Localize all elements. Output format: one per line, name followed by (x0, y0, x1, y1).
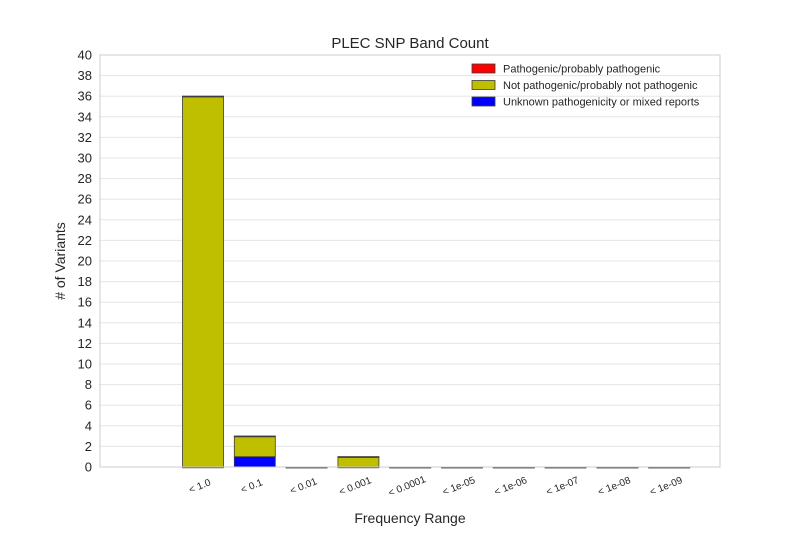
y-tick-label: 24 (78, 212, 92, 227)
y-tick-label: 38 (78, 68, 92, 83)
y-tick-label: 32 (78, 130, 92, 145)
bar-segment (233, 456, 276, 468)
legend-swatch (471, 63, 496, 74)
bar-segment (182, 95, 224, 468)
x-tick-label: < 1.0 (188, 477, 213, 496)
y-tick-label: 12 (78, 336, 92, 351)
x-tick-label: < 1e-09 (648, 475, 684, 498)
y-tick-label: 40 (78, 48, 92, 63)
y-tick-label: 16 (78, 295, 92, 310)
bar-segment (182, 95, 224, 98)
y-tick-label: 28 (78, 171, 92, 186)
y-tick-label: 26 (78, 192, 92, 207)
legend-swatch (471, 80, 496, 90)
y-tick-label: 22 (78, 233, 92, 248)
x-tick-label: < 0.1 (239, 477, 264, 496)
x-tick-label: < 1e-07 (545, 475, 581, 498)
legend-label: Pathogenic/probably pathogenic (503, 64, 661, 76)
x-tick-label: < 1e-08 (597, 475, 633, 498)
y-tick-label: 6 (85, 398, 92, 413)
y-tick-label: 14 (78, 315, 92, 330)
y-axis-label: # of Variants (52, 222, 68, 300)
plot-frame (99, 54, 721, 468)
y-tick-label: 2 (85, 439, 92, 454)
legend: Pathogenic/probably pathogenic Not pathog… (471, 63, 700, 109)
y-tick-label: 0 (85, 460, 92, 475)
y-tick-label: 30 (78, 151, 92, 166)
x-tick-label: < 1e-06 (493, 475, 529, 498)
legend-label: Not pathogenic/probably not pathogenic (503, 80, 698, 92)
y-tick-label: 4 (85, 418, 92, 433)
y-tick-label: 10 (78, 357, 92, 372)
bar-segment (337, 456, 380, 468)
x-tick-label: < 0.0001 (387, 474, 428, 499)
y-tick-label: 36 (78, 89, 92, 104)
x-axis-label: Frequency Range (354, 510, 466, 526)
y-tick-label: 34 (78, 109, 92, 124)
x-tick-label: < 1e-05 (441, 475, 477, 498)
x-tick-label: < 0.01 (289, 476, 320, 497)
legend-label: Unknown pathogenicity or mixed reports (503, 97, 700, 109)
bars (182, 95, 691, 469)
y-tick-label: 8 (85, 377, 92, 392)
x-axis-ticks: < 1.0 < 0.1 < 0.01 < 0.001 < 0.0001 < 1e-05 < … (188, 474, 685, 499)
x-tick-label: < 0.001 (338, 475, 374, 498)
chart-title: PLEC SNP Band Count (331, 35, 489, 52)
bar-segment (233, 435, 276, 438)
y-tick-label: 20 (78, 254, 92, 269)
bar-segment (233, 435, 276, 458)
bar-segment (337, 456, 380, 458)
y-tick-label: 18 (78, 274, 92, 289)
legend-swatch (471, 96, 496, 107)
